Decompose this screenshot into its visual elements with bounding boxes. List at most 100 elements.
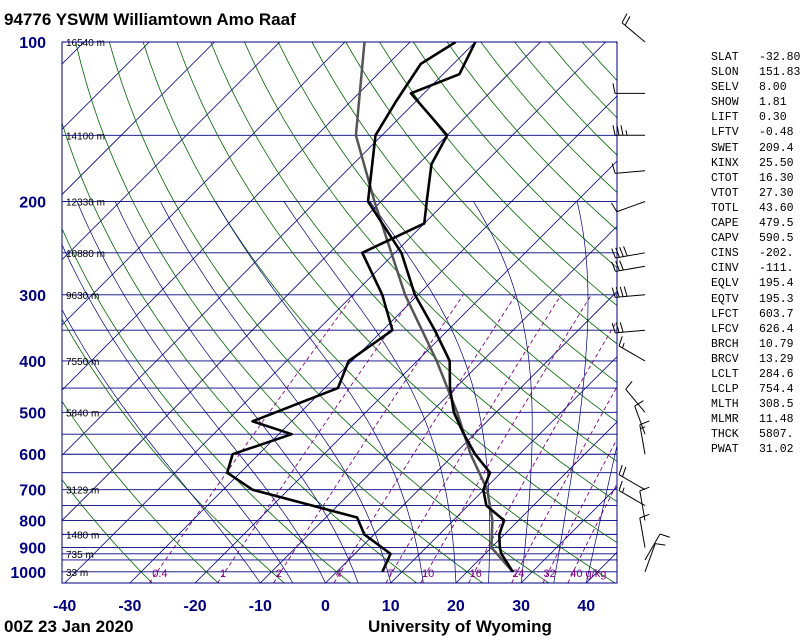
pressure-tick-label: 200: [19, 194, 46, 211]
wind-barb-feather: [612, 125, 616, 136]
dry-adiabat: [62, 318, 285, 583]
index-value: 209.4: [759, 141, 794, 155]
index-key: KINX: [711, 156, 739, 170]
wind-barb: [639, 513, 650, 548]
height-label: 7550 m: [66, 357, 99, 368]
moist-adiabat: [585, 443, 617, 583]
dry-adiabat: [108, 42, 550, 583]
index-row: LFTV -0.48: [711, 125, 800, 140]
height-label: 3129 m: [66, 486, 99, 497]
wind-barb-feather: [622, 466, 627, 477]
wind-barb-feather: [616, 125, 620, 136]
index-key: BRCV: [711, 352, 739, 366]
wind-barb-feather: [618, 336, 623, 347]
isotherm-line: [62, 42, 411, 391]
index-row: PWAT 31.02: [711, 442, 800, 457]
index-value: -111.: [759, 262, 794, 276]
wind-barb-staff: [615, 170, 646, 174]
height-label: 735 m: [66, 550, 94, 561]
index-row: EQLV 195.4: [711, 276, 800, 291]
index-key: MLMR: [711, 413, 739, 427]
isotherm-line: [194, 160, 617, 583]
wind-barb-feather: [618, 480, 623, 491]
plot-frame: [61, 41, 618, 584]
index-row: BRCV 13.29: [711, 352, 800, 367]
index-value: 195.3: [759, 292, 794, 306]
dry-adiabat: [345, 42, 617, 345]
wind-barb-staff: [615, 252, 646, 259]
wind-barb-feather: [611, 248, 616, 259]
wind-barb-feather: [611, 287, 616, 298]
moist-adiabat: [473, 201, 533, 583]
wind-barb-feather: [611, 322, 616, 333]
index-value: -32.80: [759, 51, 800, 64]
pressure-tick-label: 300: [19, 288, 46, 305]
wind-barb: [634, 400, 646, 435]
index-row: CAPV 590.5: [711, 231, 800, 246]
index-key: LIFT: [711, 111, 739, 125]
wind-barb-feather: [611, 261, 616, 272]
index-value: 1.81: [759, 96, 787, 110]
index-key: CAPV: [711, 232, 739, 246]
wind-barb-feather: [619, 322, 624, 333]
index-row: BRCH 10.79: [711, 337, 800, 352]
wind-barb-feather: [639, 513, 650, 519]
index-key: SLAT: [711, 51, 739, 64]
index-row: TOTL 43.60: [711, 201, 800, 216]
moist-adiabat: [160, 201, 392, 583]
index-value: 10.79: [759, 337, 794, 351]
wind-barb-staff: [618, 490, 646, 507]
index-row: CINV -111.: [711, 261, 800, 276]
index-row: LIFT 0.30: [711, 110, 800, 125]
isotherm-line: [129, 95, 617, 583]
wind-barb-feather: [611, 163, 616, 174]
wind-barb-staff: [616, 201, 646, 213]
mixing-ratio-label: 1: [220, 568, 226, 580]
mixing-ratio-label: 32: [544, 568, 556, 580]
isotherm-line: [62, 42, 215, 196]
index-row: CTOT 16.30: [711, 171, 800, 186]
pressure-tick-label: 1000: [10, 565, 46, 582]
isotherm-line: [62, 42, 476, 456]
index-value: 626.4: [759, 322, 794, 336]
index-value: 0.30: [759, 111, 787, 125]
index-row: SELV 8.00: [711, 80, 800, 95]
mixing-ratio-line: [468, 320, 617, 583]
moist-adiabat: [114, 201, 359, 583]
wind-barb-staff: [615, 294, 646, 298]
index-row: THCK 5807.: [711, 427, 800, 442]
wind-barb: [611, 322, 646, 334]
mixing-ratio-line: [542, 438, 617, 583]
index-value: 284.6: [759, 367, 794, 381]
index-key: CINS: [711, 247, 739, 261]
index-key: CTOT: [711, 171, 739, 185]
wind-barb-feather: [659, 533, 670, 538]
mixing-ratio-label: 0.4: [152, 568, 167, 580]
parcel-curve: [354, 42, 514, 573]
wind-barb: [611, 163, 646, 174]
mixing-ratio-label: 16: [470, 568, 482, 580]
isotherm-line: [390, 356, 617, 583]
index-row: SHOW 1.81: [711, 95, 800, 110]
index-row: CAPE 479.5: [711, 216, 800, 231]
index-key: SLON: [711, 66, 739, 80]
index-key: LCLT: [711, 367, 739, 381]
isotherm-line: [62, 42, 280, 261]
moist-adiabat: [283, 201, 457, 583]
wind-barb-half-feather: [640, 426, 646, 430]
index-key: CINV: [711, 262, 739, 276]
index-key: SELV: [711, 81, 739, 95]
pressure-tick-label: 700: [19, 483, 46, 500]
index-row: VTOT 27.30: [711, 186, 800, 201]
height-label: 14100 m: [66, 131, 105, 142]
isotherm-line: [64, 42, 606, 583]
index-row: SLAT -32.80: [711, 50, 800, 65]
wind-barb: [644, 533, 670, 561]
wind-barb-staff: [615, 265, 646, 272]
temperature-tick-label: -40: [53, 598, 76, 615]
wind-barb-feather: [619, 246, 624, 257]
isotherm-line: [520, 486, 617, 583]
index-key: MLTH: [711, 398, 739, 412]
wind-barb: [639, 420, 650, 455]
wind-barb: [618, 480, 646, 507]
